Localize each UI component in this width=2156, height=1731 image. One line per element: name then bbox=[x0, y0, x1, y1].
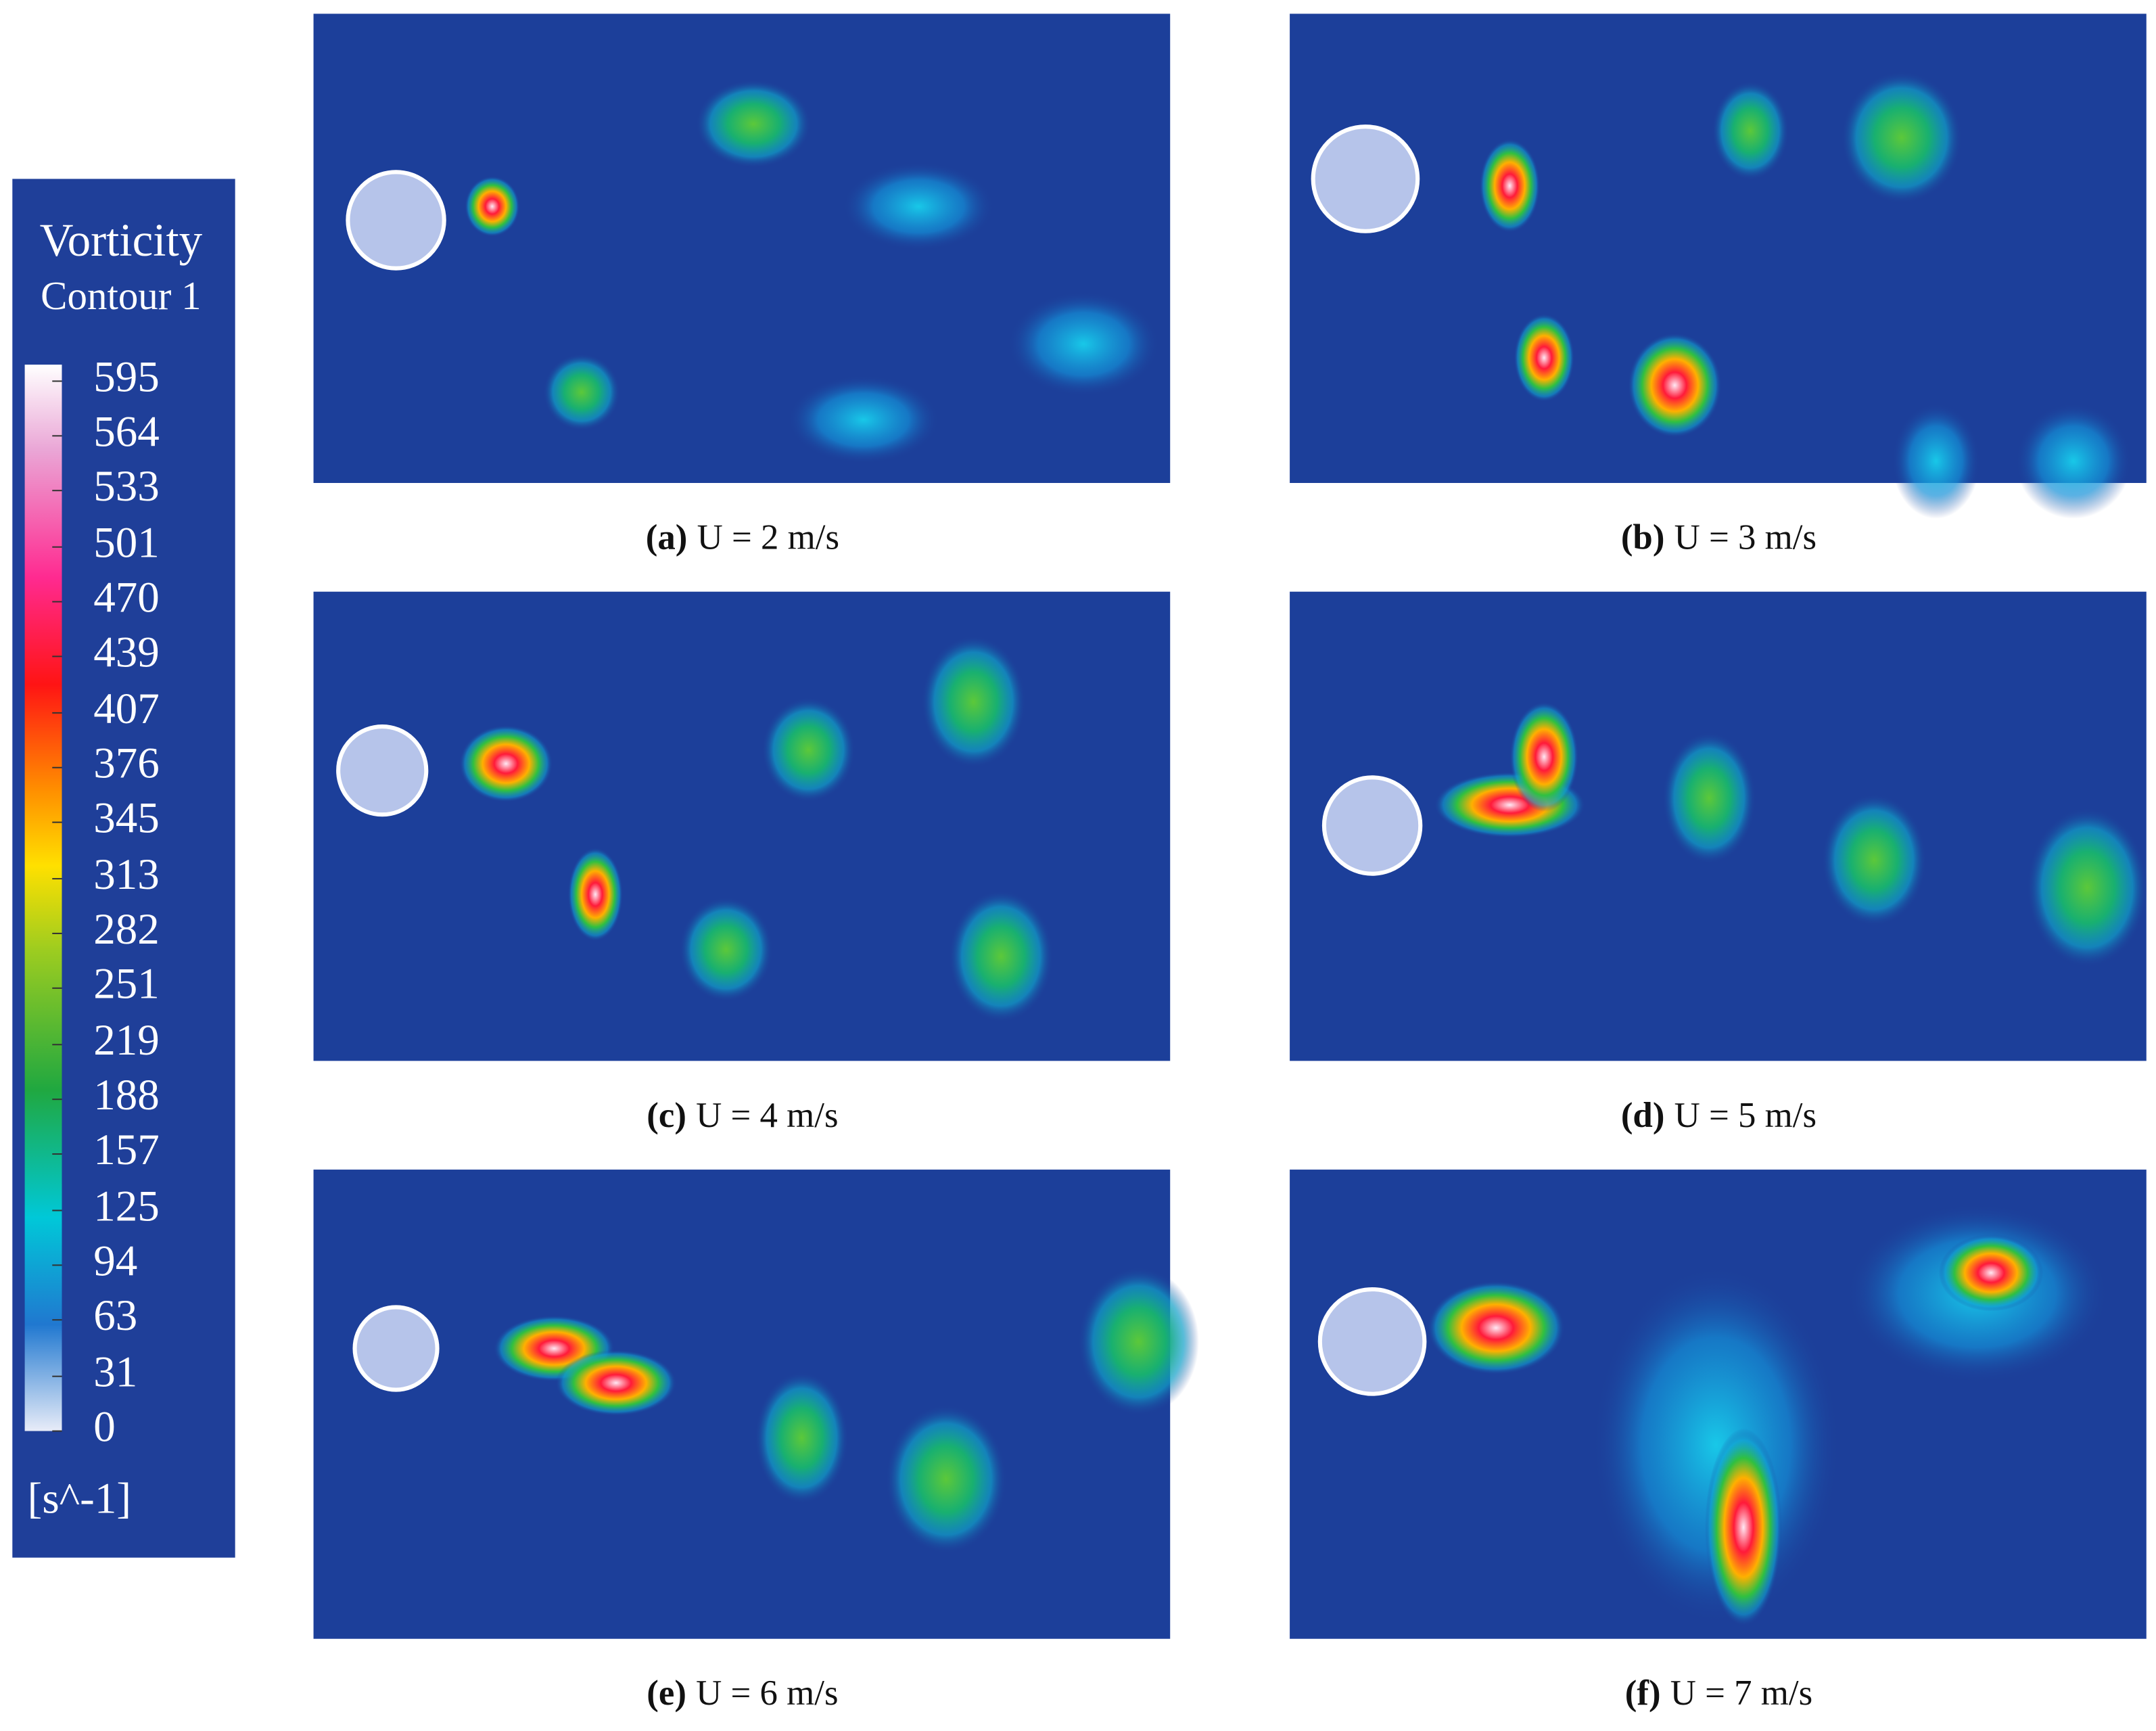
vortex bbox=[948, 890, 1054, 1023]
vortex bbox=[459, 725, 553, 802]
vortex bbox=[567, 848, 624, 942]
tick-label: 407 bbox=[93, 685, 160, 733]
panel-caption: (b) U = 3 m/s bbox=[1621, 518, 1817, 557]
vortex bbox=[921, 635, 1026, 768]
tick-label: 313 bbox=[93, 850, 160, 899]
contour-plot bbox=[1290, 1170, 2147, 1639]
flow-field bbox=[1290, 14, 2147, 483]
vortex bbox=[1479, 139, 1541, 233]
legend-title: Vorticity bbox=[40, 214, 203, 266]
tick-label: 94 bbox=[93, 1237, 137, 1285]
vortex bbox=[1078, 1267, 1199, 1416]
panel-caption: (c) U = 4 m/s bbox=[647, 1096, 838, 1135]
panel-caption: (e) U = 6 m/s bbox=[647, 1674, 838, 1713]
vortex bbox=[1938, 1234, 2044, 1312]
caption-text: U = 6 m/s bbox=[696, 1674, 838, 1713]
cylinder bbox=[1311, 124, 1420, 233]
legend-unit: [s^-1] bbox=[28, 1474, 131, 1523]
tick-label: 501 bbox=[93, 519, 160, 568]
vortex bbox=[543, 353, 620, 431]
tick-label: 282 bbox=[93, 905, 160, 954]
vortex bbox=[761, 697, 856, 802]
caption-text: U = 2 m/s bbox=[697, 518, 839, 557]
cylinder bbox=[1321, 775, 1423, 876]
tick-label: 564 bbox=[93, 407, 160, 456]
vortex bbox=[2026, 808, 2148, 968]
tick-label: 345 bbox=[93, 794, 160, 843]
vortex bbox=[788, 375, 939, 464]
cylinder bbox=[1317, 1287, 1427, 1396]
tick-label: 157 bbox=[93, 1126, 160, 1174]
tick-label: 470 bbox=[93, 573, 160, 622]
vortex bbox=[1662, 732, 1756, 864]
vortex bbox=[1892, 403, 1980, 519]
legend-subtitle: Contour 1 bbox=[41, 273, 201, 318]
tick-label: 439 bbox=[93, 628, 160, 676]
contour-plot bbox=[313, 1170, 1199, 1639]
vortex bbox=[2015, 403, 2132, 519]
vortex bbox=[843, 162, 994, 251]
panel-caption: (a) U = 2 m/s bbox=[646, 518, 839, 557]
tick-label: 63 bbox=[93, 1291, 137, 1340]
cylinder bbox=[336, 724, 429, 817]
vortex bbox=[885, 1404, 1007, 1554]
tick-label: 251 bbox=[93, 960, 160, 1009]
caption-text: U = 7 m/s bbox=[1670, 1674, 1812, 1713]
panel-caption: (f) U = 7 m/s bbox=[1625, 1674, 1812, 1713]
panel-label: (c) bbox=[647, 1096, 686, 1135]
caption-text: U = 4 m/s bbox=[696, 1096, 838, 1135]
vortex bbox=[1509, 701, 1579, 812]
flow-field bbox=[313, 1170, 1171, 1639]
panel-label: (f) bbox=[1625, 1674, 1661, 1713]
contour-plot bbox=[313, 591, 1171, 1061]
vortex bbox=[1628, 333, 1722, 438]
panel-label: (b) bbox=[1621, 518, 1665, 557]
tick-label: 0 bbox=[93, 1402, 116, 1451]
vortex bbox=[1841, 71, 1963, 204]
tick-label: 376 bbox=[93, 739, 160, 788]
cylinder bbox=[346, 170, 446, 271]
vortex bbox=[1712, 81, 1789, 181]
panel-caption: (d) U = 5 m/s bbox=[1621, 1096, 1817, 1135]
vortex bbox=[555, 1349, 677, 1416]
cylinder bbox=[352, 1305, 440, 1392]
panel-label: (a) bbox=[646, 518, 688, 557]
vortex bbox=[679, 897, 773, 1002]
contour-plot bbox=[313, 14, 1171, 483]
vortex bbox=[1821, 793, 1927, 927]
vortex bbox=[1705, 1428, 1782, 1627]
vortex bbox=[1514, 313, 1574, 402]
tick-label: 595 bbox=[93, 352, 160, 401]
vortex bbox=[1008, 292, 1159, 396]
vortex bbox=[755, 1372, 849, 1504]
tick-label: 533 bbox=[93, 462, 160, 511]
vortex bbox=[695, 79, 812, 168]
tick-label: 31 bbox=[93, 1348, 137, 1397]
panel-label: (d) bbox=[1621, 1096, 1665, 1135]
vortex bbox=[465, 176, 520, 237]
tick-label: 125 bbox=[93, 1182, 160, 1230]
colorbar bbox=[24, 365, 62, 1431]
tick-label: 219 bbox=[93, 1016, 160, 1065]
contour-plot bbox=[1290, 14, 2147, 519]
tick-label: 188 bbox=[93, 1071, 160, 1120]
caption-text: U = 3 m/s bbox=[1674, 518, 1817, 557]
caption-text: U = 5 m/s bbox=[1674, 1096, 1817, 1135]
panel-label: (e) bbox=[647, 1674, 686, 1713]
vortex bbox=[1427, 1280, 1565, 1375]
contour-plot bbox=[1290, 591, 2148, 1061]
